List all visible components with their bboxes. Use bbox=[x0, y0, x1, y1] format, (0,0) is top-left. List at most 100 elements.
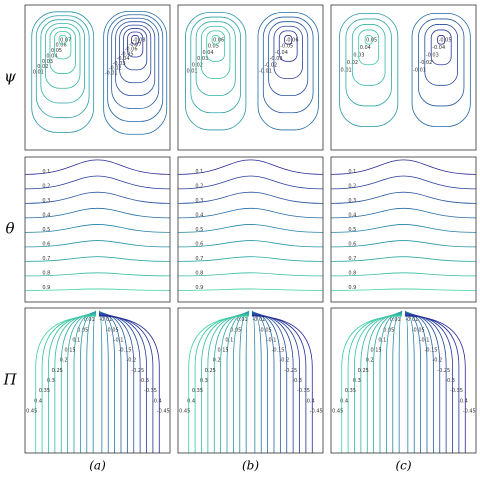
contour-label: 0.04 bbox=[360, 45, 371, 51]
contour-line bbox=[213, 313, 250, 453]
contour-label: 0.4 bbox=[34, 398, 42, 404]
contour-label: -0.35 bbox=[144, 388, 157, 394]
contour-line bbox=[98, 312, 122, 453]
contour-line bbox=[251, 312, 275, 453]
contour-label: -0.15 bbox=[425, 348, 438, 354]
contour-label: -0.04 bbox=[432, 45, 445, 51]
contour-label: -0.02 bbox=[109, 66, 122, 72]
contour-line bbox=[211, 35, 220, 45]
contour-label: -0.45 bbox=[157, 408, 170, 414]
contour-line bbox=[24, 288, 171, 291]
contour-line bbox=[177, 175, 324, 190]
contour-line bbox=[40, 19, 85, 104]
contour-label: 0.2 bbox=[42, 183, 50, 189]
contour-line bbox=[54, 31, 72, 60]
contour-label: 0.45 bbox=[332, 408, 343, 414]
contour-label: -0.1 bbox=[267, 337, 277, 343]
row-label: ψ bbox=[4, 68, 16, 86]
contour-label: 0.9 bbox=[42, 285, 50, 291]
contour-label: -0.01 bbox=[405, 317, 418, 323]
contour-line bbox=[268, 21, 309, 97]
contour-line bbox=[119, 24, 152, 84]
contour-label: -0.03 bbox=[426, 52, 439, 58]
contour-line bbox=[284, 35, 293, 45]
contour-line bbox=[245, 310, 250, 453]
contour-label: -0.35 bbox=[450, 388, 463, 394]
contour-label: 0.3 bbox=[42, 198, 50, 204]
panel: 0.1 0.2 0.3 0.4 0.5 0.6 0.7 0.8 0.9 bbox=[330, 156, 477, 303]
contour-line bbox=[366, 313, 403, 453]
contour-line bbox=[330, 256, 477, 262]
contour-label: 0.45 bbox=[26, 408, 37, 414]
contour-line bbox=[103, 10, 168, 135]
contour-label: 0.07 bbox=[60, 37, 71, 43]
contour-label: 0.7 bbox=[195, 256, 203, 262]
contour-line bbox=[354, 314, 403, 453]
panel: 0.010.050.10.150.20.250.30.350.40.45-0.0… bbox=[177, 307, 324, 454]
contour-label: 0.01 bbox=[390, 317, 401, 323]
contour-label: 0.6 bbox=[195, 241, 203, 247]
contour-label: 0.5 bbox=[195, 227, 203, 233]
contour-label: 0.05 bbox=[366, 37, 377, 43]
contour-label: -0.3 bbox=[445, 378, 455, 384]
contour-line bbox=[177, 224, 324, 233]
contour-line bbox=[364, 35, 373, 45]
contour-label: 0.3 bbox=[195, 198, 203, 204]
contour-label: -0.01 bbox=[99, 317, 112, 323]
contour-line bbox=[251, 315, 313, 453]
contour-line bbox=[330, 207, 477, 219]
panel: 0.010.020.030.040.050.06-0.01-0.02-0.03-… bbox=[177, 4, 324, 151]
contour-line bbox=[330, 272, 477, 277]
contour-label: 0.9 bbox=[195, 285, 203, 291]
contour-label: -0.06 bbox=[286, 37, 299, 43]
contour-label: -0.05 bbox=[121, 51, 134, 57]
contour-line bbox=[424, 24, 458, 86]
contour-label: 0.15 bbox=[64, 348, 75, 354]
contour-line bbox=[330, 240, 477, 248]
contour-label: 0.6 bbox=[42, 241, 50, 247]
contour-label: 0.9 bbox=[348, 285, 356, 291]
panel-frame bbox=[24, 4, 171, 151]
panel-frame bbox=[177, 307, 324, 454]
contour-line bbox=[201, 25, 231, 79]
contour-label: 0.8 bbox=[195, 270, 203, 276]
contour-label: -0.35 bbox=[297, 388, 310, 394]
contour-line bbox=[73, 312, 97, 453]
contour-label: 0.2 bbox=[60, 358, 68, 364]
contour-line bbox=[31, 11, 95, 133]
panel-frame bbox=[177, 156, 324, 303]
contour-line bbox=[177, 159, 324, 175]
contour-line bbox=[92, 310, 97, 453]
contour-line bbox=[98, 310, 103, 453]
contour-line bbox=[351, 24, 386, 86]
contour-label: 0.25 bbox=[358, 368, 369, 374]
contour-label: -0.04 bbox=[117, 56, 130, 62]
contour-label: 0.35 bbox=[192, 388, 203, 394]
column-label: (a) bbox=[89, 459, 106, 473]
contour-line bbox=[278, 30, 298, 62]
contour-line bbox=[185, 12, 247, 131]
contour-line bbox=[195, 21, 236, 97]
contour-label: 0.04 bbox=[202, 50, 213, 56]
contour-label: -0.45 bbox=[463, 408, 476, 414]
contour-line bbox=[437, 35, 446, 45]
contour-label: 0.15 bbox=[370, 348, 381, 354]
panel: 0.010.050.10.150.20.250.30.350.40.45-0.0… bbox=[330, 307, 477, 454]
contour-label: -0.08 bbox=[133, 37, 146, 43]
contour-line bbox=[345, 18, 392, 107]
contour-line bbox=[330, 288, 477, 291]
contour-line bbox=[131, 35, 140, 45]
row-label: Π bbox=[2, 371, 17, 389]
contour-label: 0.1 bbox=[195, 169, 203, 175]
contour-label: 0.35 bbox=[39, 388, 50, 394]
contour-label: 0.01 bbox=[84, 317, 95, 323]
contour-label: 0.4 bbox=[340, 398, 348, 404]
contour-label: 0.7 bbox=[42, 256, 50, 262]
contour-line bbox=[98, 313, 135, 453]
contour-label: 0.4 bbox=[187, 398, 195, 404]
contour-label: 0.1 bbox=[348, 169, 356, 175]
contour-label: 0.4 bbox=[195, 212, 203, 218]
contour-line bbox=[330, 175, 477, 190]
contour-line bbox=[273, 25, 303, 79]
contour-label: 0.2 bbox=[195, 183, 203, 189]
